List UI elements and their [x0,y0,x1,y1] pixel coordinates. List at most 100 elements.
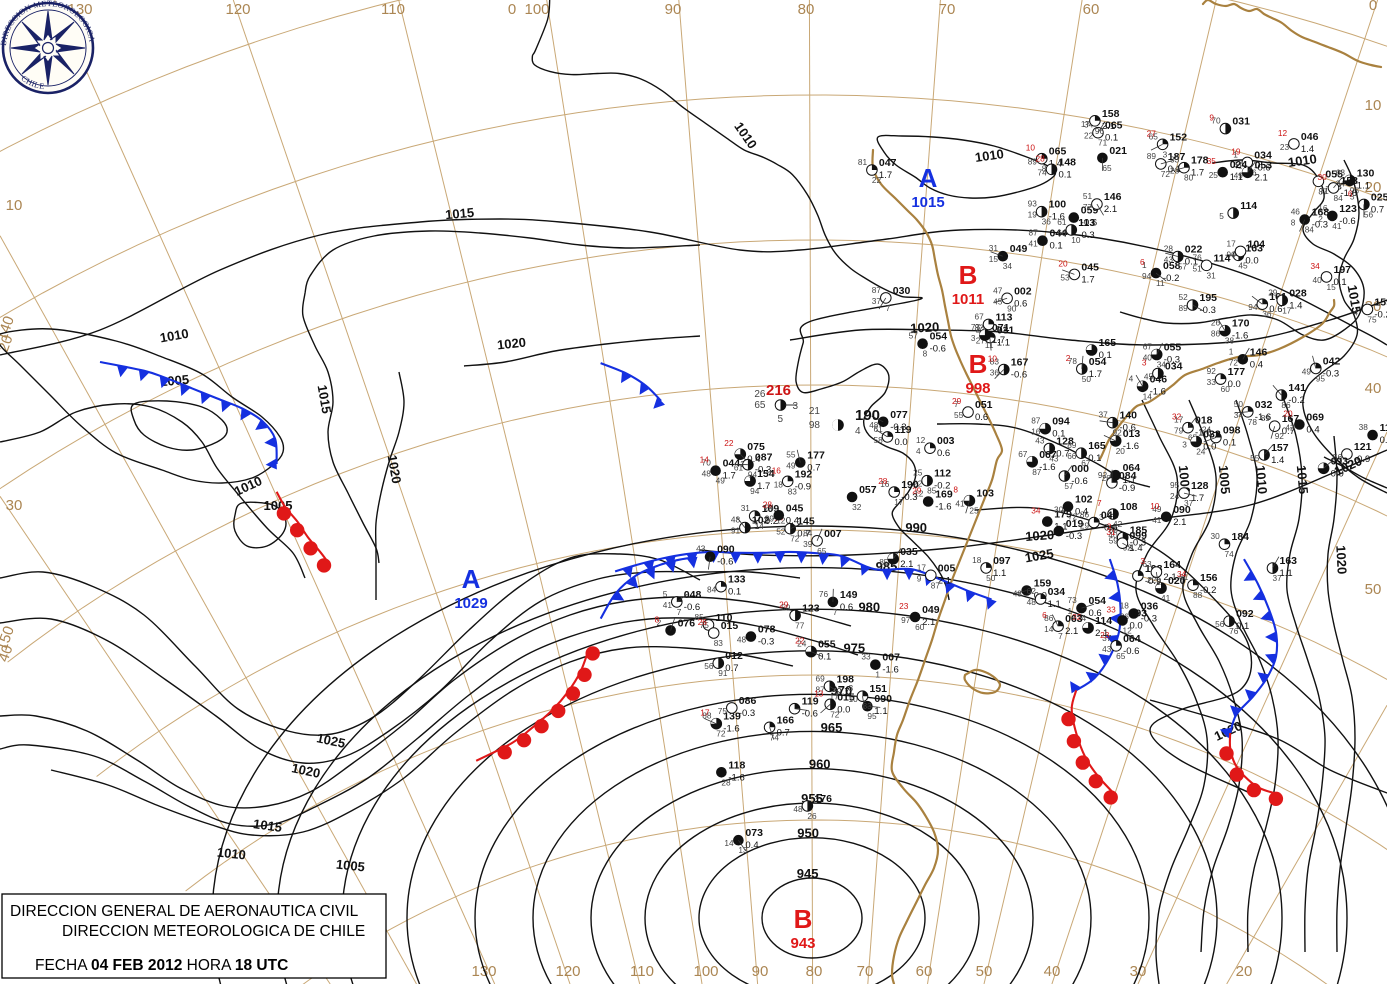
svg-text:74: 74 [770,732,780,742]
svg-text:120: 120 [225,1,250,18]
svg-text:50: 50 [1082,374,1092,384]
svg-text:72: 72 [790,534,800,544]
svg-text:-0.2: -0.2 [1163,273,1179,284]
svg-text:17: 17 [894,497,904,507]
svg-text:-0.6: -0.6 [1071,476,1087,487]
svg-text:22: 22 [724,438,734,448]
svg-text:91: 91 [718,668,728,678]
svg-text:102: 102 [1075,494,1093,506]
svg-text:045: 045 [786,502,804,514]
svg-text:-0.3: -0.3 [1323,368,1339,379]
svg-text:069: 069 [1306,412,1324,424]
svg-text:10: 10 [1071,235,1081,245]
svg-text:87: 87 [1031,416,1041,426]
svg-text:1015: 1015 [1294,465,1311,495]
svg-text:-0.3: -0.3 [739,708,755,719]
svg-text:17: 17 [700,708,710,718]
svg-text:60: 60 [915,622,925,632]
svg-text:10: 10 [1365,97,1382,114]
svg-text:1010: 1010 [232,473,265,499]
svg-text:100: 100 [693,963,718,980]
svg-text:80: 80 [1184,173,1194,183]
svg-text:55: 55 [954,410,964,420]
svg-text:176: 176 [814,793,832,805]
svg-text:4: 4 [1129,373,1134,383]
svg-text:980: 980 [858,600,880,615]
svg-text:60: 60 [1057,228,1067,238]
svg-text:87: 87 [1032,467,1042,477]
svg-text:133: 133 [728,574,746,586]
svg-text:13: 13 [814,688,824,698]
svg-text:37: 37 [1273,573,1283,583]
svg-text:16: 16 [772,465,782,475]
svg-text:41: 41 [663,600,673,610]
svg-text:72: 72 [1229,357,1239,367]
svg-text:0.1: 0.1 [818,652,831,663]
svg-text:167: 167 [1011,357,1029,369]
svg-text:169: 169 [935,489,953,501]
svg-text:21: 21 [809,406,821,417]
svg-text:0.1: 0.1 [1050,241,1063,252]
svg-text:57: 57 [1178,262,1188,272]
svg-text:146: 146 [1104,191,1122,203]
svg-text:1010: 1010 [974,146,1005,165]
svg-text:75: 75 [1367,314,1377,324]
svg-text:84: 84 [803,528,813,538]
svg-text:998: 998 [965,380,990,397]
svg-text:26: 26 [698,617,708,627]
svg-text:31: 31 [989,243,999,253]
svg-text:88: 88 [1193,590,1203,600]
svg-text:27: 27 [1147,128,1157,138]
svg-text:48: 48 [1027,597,1037,607]
svg-text:2.1: 2.1 [1163,572,1176,583]
svg-text:92: 92 [1207,366,1217,376]
svg-text:1010: 1010 [216,845,246,863]
svg-text:80: 80 [798,1,815,18]
svg-text:89: 89 [1067,440,1077,450]
svg-text:29: 29 [952,396,962,406]
svg-text:78: 78 [1248,417,1258,427]
svg-text:943: 943 [790,935,815,952]
svg-text:002: 002 [1014,285,1032,297]
svg-text:045: 045 [1081,261,1099,273]
svg-text:087: 087 [755,452,773,464]
svg-text:-0.6: -0.6 [802,709,818,720]
svg-text:14: 14 [700,455,710,465]
svg-text:055: 055 [818,639,836,651]
svg-text:94: 94 [750,486,760,496]
svg-text:042: 042 [1323,355,1341,367]
svg-text:76: 76 [819,589,829,599]
svg-text:018: 018 [1195,415,1213,427]
svg-text:190: 190 [855,407,880,424]
svg-text:0.6: 0.6 [1380,435,1387,446]
svg-text:37: 37 [872,296,882,306]
svg-text:5: 5 [1219,211,1224,221]
svg-text:41: 41 [1161,593,1171,603]
svg-text:0.6: 0.6 [937,448,950,459]
svg-text:118: 118 [728,759,745,771]
svg-text:164: 164 [1163,559,1181,571]
svg-text:89: 89 [1147,151,1157,161]
svg-text:22: 22 [872,175,882,185]
svg-text:032: 032 [1255,399,1273,411]
svg-text:56: 56 [704,661,714,671]
svg-text:153: 153 [1341,175,1359,187]
svg-text:163: 163 [1280,555,1298,567]
svg-text:3: 3 [971,333,976,343]
svg-text:3: 3 [1182,440,1187,450]
svg-text:86: 86 [1211,329,1221,339]
svg-text:52: 52 [1179,292,1189,302]
svg-text:1015: 1015 [445,205,475,222]
svg-text:1020: 1020 [1025,527,1055,544]
svg-text:95: 95 [1316,373,1326,383]
svg-text:82: 82 [975,322,985,332]
svg-text:156: 156 [1200,572,1218,584]
svg-text:45: 45 [1238,260,1248,270]
svg-text:012: 012 [725,650,743,662]
svg-text:-0.2: -0.2 [1200,585,1216,596]
svg-text:67: 67 [1081,458,1091,468]
svg-text:74: 74 [1038,167,1048,177]
svg-text:-0.9: -0.9 [1119,483,1135,494]
svg-text:1020: 1020 [1333,545,1349,575]
svg-text:62: 62 [1027,586,1037,596]
